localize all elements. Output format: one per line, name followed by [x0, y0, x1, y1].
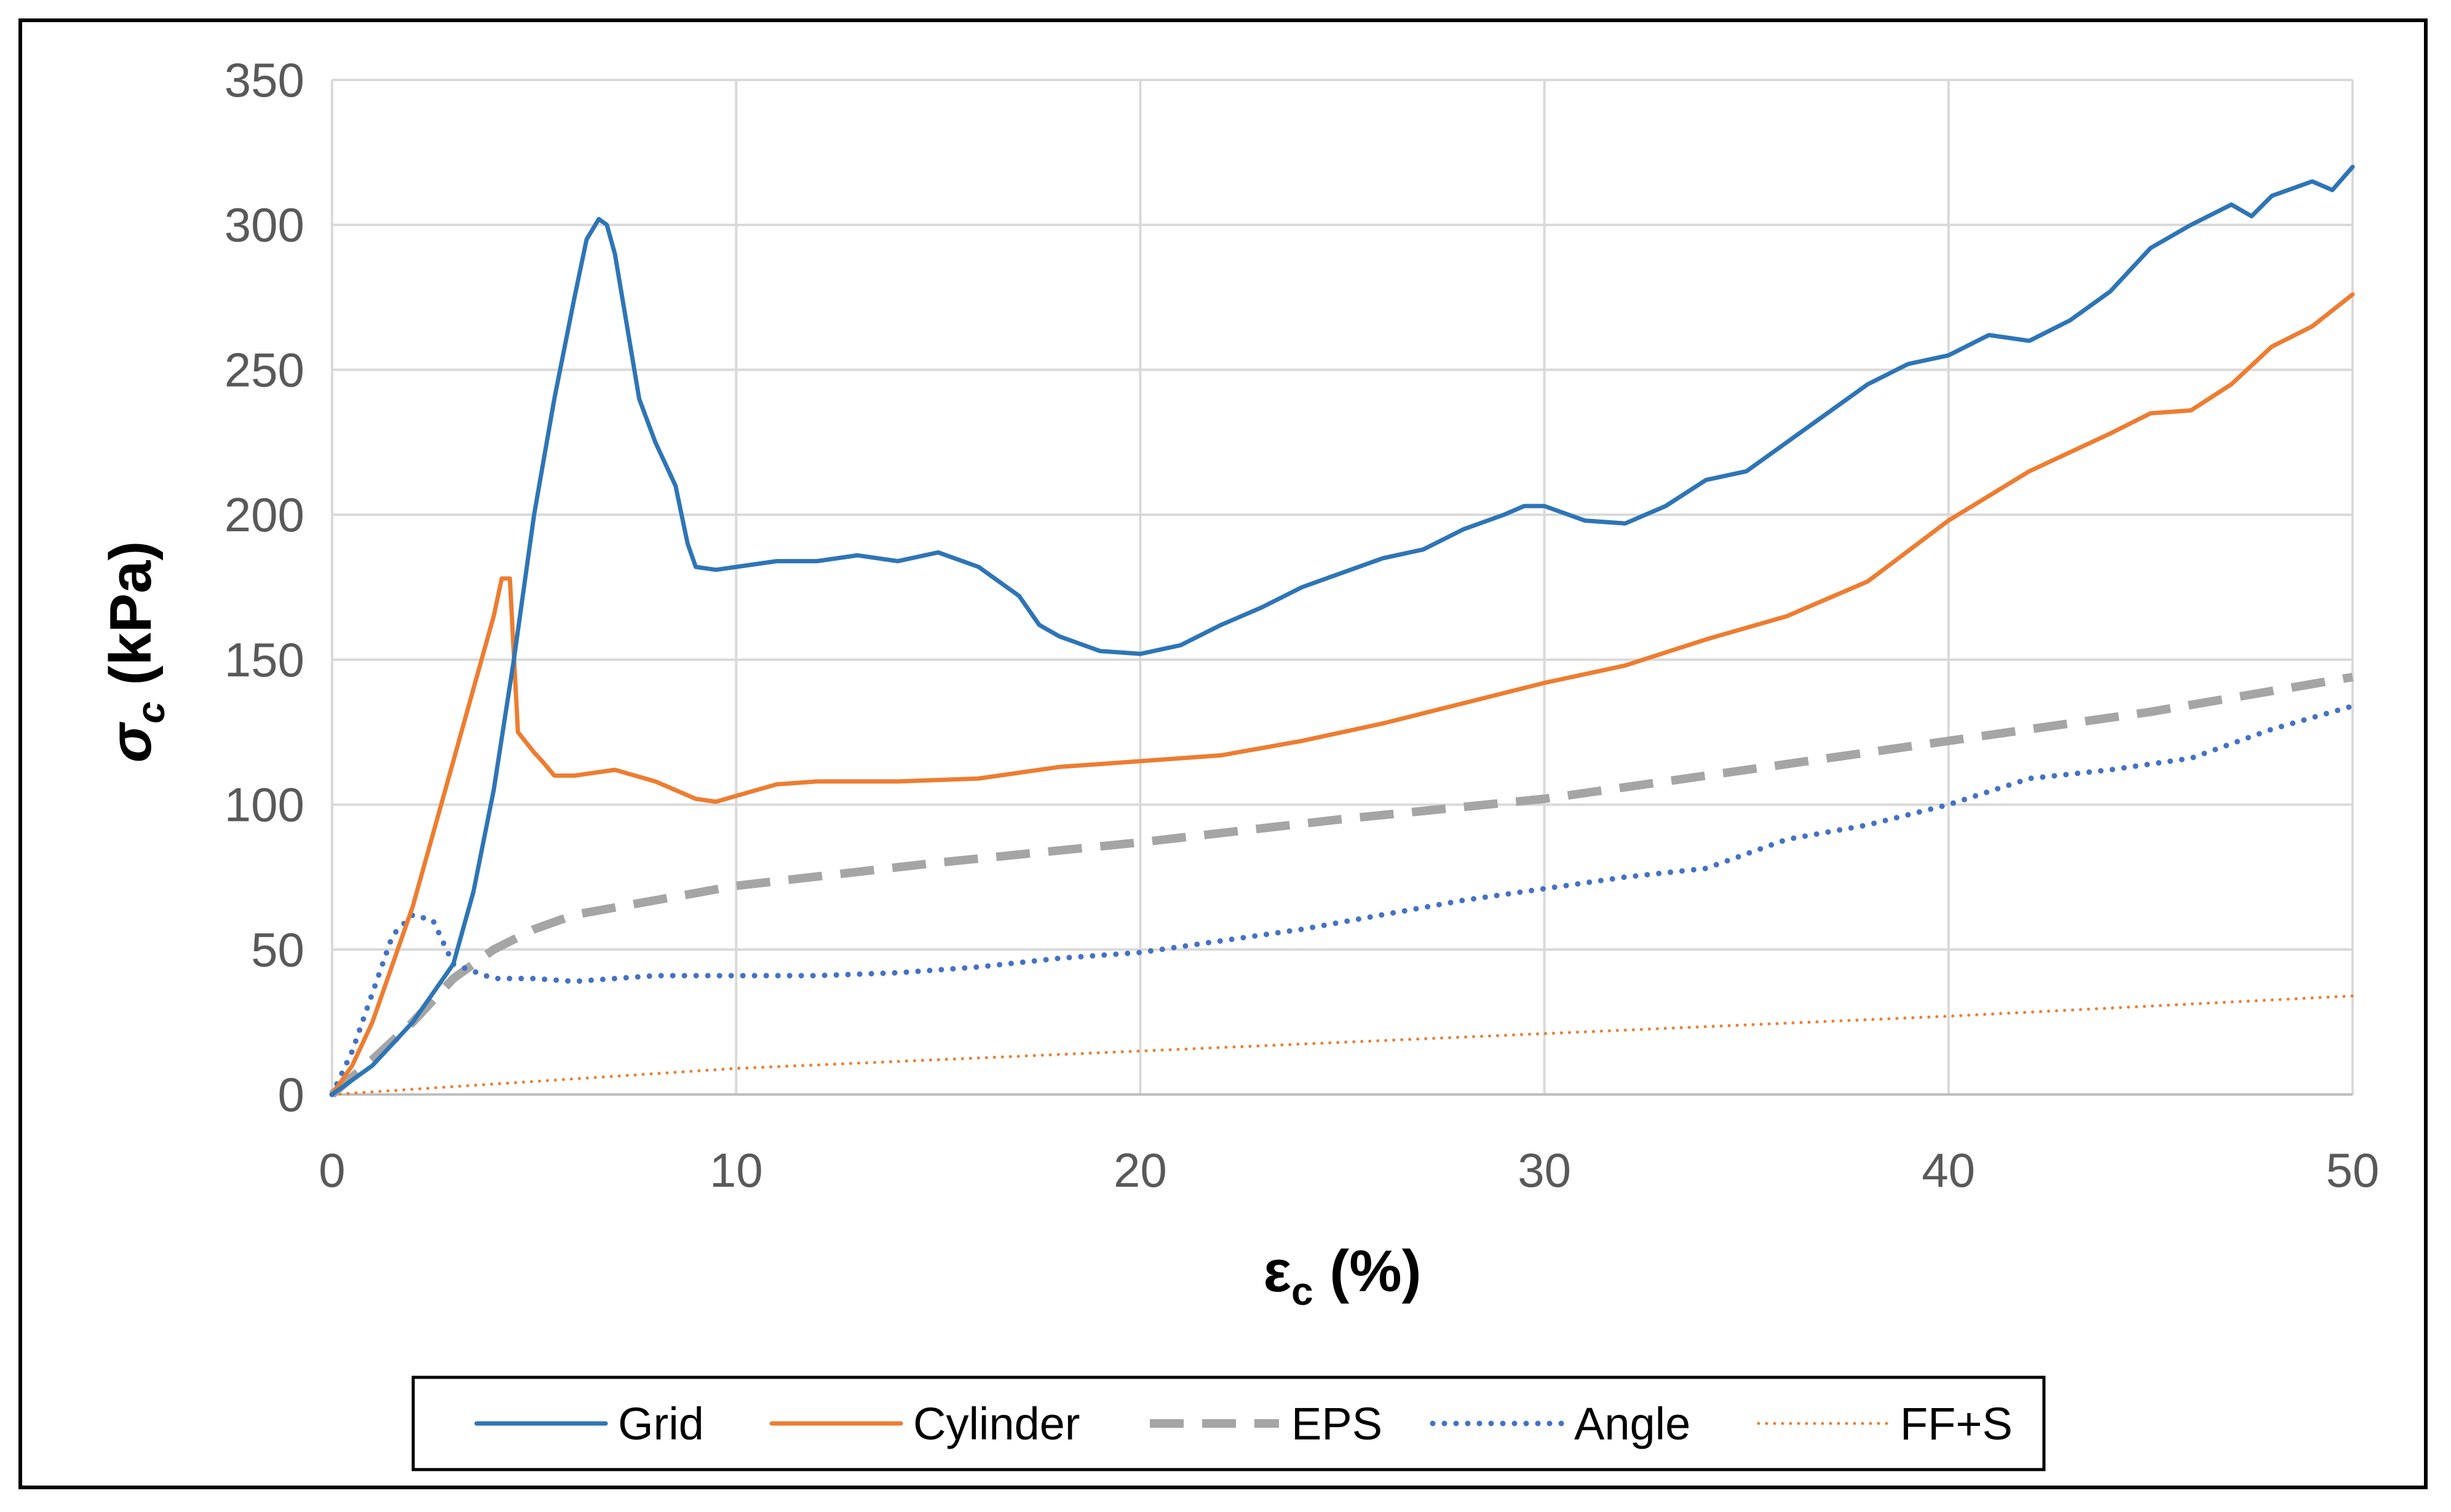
x-tick-label-0: 0: [319, 1143, 345, 1197]
y-tick-label-150: 150: [224, 633, 304, 687]
x-tick-label-10: 10: [710, 1143, 763, 1197]
y-tick-label-300: 300: [224, 198, 304, 252]
y-tick-label-0: 0: [278, 1067, 304, 1122]
y-tick-label-100: 100: [224, 778, 304, 832]
x-axis-unit: (%): [1313, 1238, 1422, 1304]
series-line-angle: [329, 703, 2356, 1098]
legend-label-angle: Angle: [1574, 1398, 1690, 1449]
series-line-eps: [329, 673, 2354, 1098]
series-line-cylinder: [330, 292, 2355, 1097]
x-tick-label-40: 40: [1922, 1143, 1975, 1197]
x-tick-label-50: 50: [2326, 1143, 2380, 1197]
y-tick-label-250: 250: [224, 342, 304, 397]
legend-items: Grid Cylinder EPS Angle FF+S: [474, 1398, 2013, 1449]
x-tick-label-20: 20: [1114, 1143, 1167, 1197]
x-axis-symbol: ε: [1263, 1238, 1291, 1304]
x-axis-title: εc (%): [1263, 1238, 1421, 1313]
y-tick-label-200: 200: [224, 488, 304, 542]
legend: Grid Cylinder EPS Angle FF+S: [411, 1375, 2046, 1471]
series-line-ff-s: [330, 994, 2354, 1096]
tick-labels: 0 50 100 150 200 250 300 350 0 10 20 30 40 50: [224, 53, 2380, 1197]
legend-label-grid: Grid: [618, 1398, 704, 1449]
legend-label-cylinder: Cylinder: [913, 1398, 1080, 1449]
y-tick-label-350: 350: [224, 53, 304, 107]
y-axis-title: σc (kPa): [98, 541, 173, 763]
y-axis-unit: (kPa): [98, 541, 164, 702]
y-tick-label-50: 50: [251, 922, 304, 976]
y-axis-subscript: c: [129, 702, 173, 724]
series-line-grid: [330, 164, 2355, 1097]
x-tick-label-30: 30: [1518, 1143, 1571, 1197]
y-axis-symbol: σ: [98, 721, 164, 762]
series-lines: [329, 164, 2356, 1098]
gridlines: [331, 79, 2354, 1096]
legend-label-ff-s: FF+S: [1900, 1398, 2013, 1449]
x-axis-subscript: c: [1291, 1269, 1313, 1313]
legend-label-eps: EPS: [1291, 1398, 1382, 1449]
